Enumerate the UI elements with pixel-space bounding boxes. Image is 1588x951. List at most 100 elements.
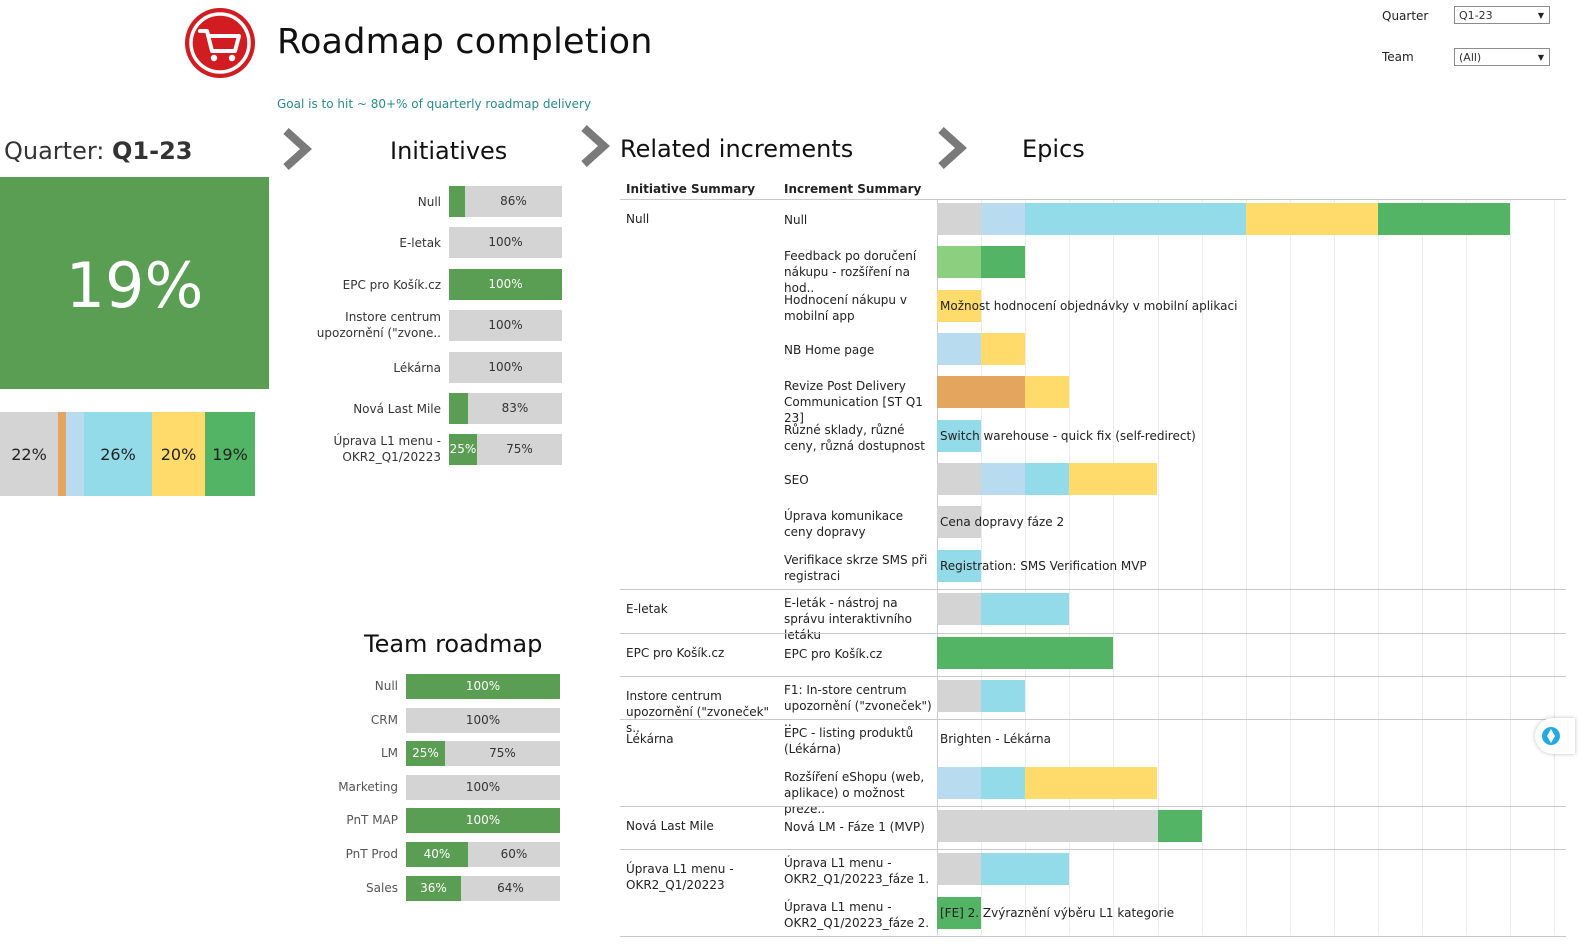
bar-remaining-label: 100% bbox=[449, 352, 562, 383]
bar-done: 100% bbox=[406, 674, 560, 699]
quarter-heading: Quarter: Q1-23 bbox=[4, 137, 192, 165]
epic-label: Cena dopravy fáze 2 bbox=[940, 515, 1065, 530]
chevron-down-icon: ▼ bbox=[1537, 11, 1544, 20]
bar-row-label: Lékárna bbox=[393, 360, 441, 375]
epic-segment bbox=[937, 679, 981, 712]
epic-segment bbox=[937, 203, 981, 235]
bar-row-label: E-letak bbox=[399, 236, 441, 251]
initiatives-title: Initiatives bbox=[390, 137, 508, 165]
initiative-cell: Instore centrum upozornění ("zvoneček" s… bbox=[626, 688, 770, 735]
related-increments-title: Related increments bbox=[620, 135, 854, 163]
team-filter-label: Team bbox=[1382, 50, 1414, 64]
increment-cell: Úprava L1 menu - OKR2_Q1/20223_fáze 2. bbox=[784, 899, 930, 930]
quarter-heading-label: Quarter: bbox=[4, 137, 113, 165]
column-header-initiative: Initiative Summary bbox=[626, 182, 756, 196]
bar-remaining-label: 75% bbox=[477, 434, 562, 465]
epic-label: Registration: SMS Verification MVP bbox=[940, 558, 1147, 573]
increment-cell: EPC - listing produktů (Lékárna) bbox=[784, 726, 914, 757]
bar-row-label: Nová Last Mile bbox=[353, 402, 441, 416]
bar-remaining-text: 83% bbox=[501, 401, 529, 415]
epic-label: [FE] 2. Zvýraznění výběru L1 kategorie bbox=[940, 905, 1175, 920]
bar-track bbox=[449, 227, 562, 259]
breakdown-segment-label: 20% bbox=[160, 445, 197, 464]
epic-segment bbox=[1069, 463, 1157, 496]
group-divider bbox=[620, 936, 1566, 937]
page-subtitle: Goal is to hit ~ 80+% of quarterly roadm… bbox=[277, 97, 592, 111]
bar-remaining-text: 60% bbox=[500, 847, 528, 861]
breakdown-segment-label: 22% bbox=[11, 445, 47, 464]
page-title: Roadmap completion bbox=[277, 22, 653, 62]
quarter-filter-select[interactable]: Q1-23 ▼ bbox=[1454, 6, 1550, 24]
bar-row-label: Null bbox=[374, 679, 398, 693]
bar-row-label: Úprava L1 menu - OKR2_Q1/20223 bbox=[333, 434, 441, 465]
bar-done: 36% bbox=[406, 875, 461, 901]
epic-segment bbox=[981, 593, 1069, 626]
bar-done: 25% bbox=[406, 741, 445, 767]
group-divider bbox=[620, 676, 1566, 677]
bar-done-label: 36% bbox=[420, 880, 447, 895]
bar-row-label: EPC pro Košík.cz bbox=[342, 277, 441, 292]
team-filter-select[interactable]: (All) ▼ bbox=[1454, 48, 1550, 66]
bar-row-label: Null bbox=[417, 195, 441, 209]
team-filter-value: (All) bbox=[1459, 51, 1482, 64]
epics-title: Epics bbox=[1022, 135, 1085, 163]
increment-cell: NB Home page bbox=[784, 343, 875, 358]
bar-row-label: Instore centrum upozornění ("zvone.. bbox=[316, 310, 441, 341]
quarter-filter-value: Q1-23 bbox=[1459, 9, 1493, 22]
epic-gridline bbox=[1202, 200, 1203, 935]
epic-segment bbox=[937, 376, 1025, 409]
group-divider bbox=[620, 633, 1566, 634]
bar-remaining-label: 100% bbox=[449, 227, 562, 258]
bar-row-label: PnT Prod bbox=[345, 847, 398, 861]
increment-cell: Null bbox=[784, 213, 808, 227]
completion-kpi-tile: 19% bbox=[0, 177, 269, 389]
epic-segment bbox=[1025, 376, 1069, 409]
initiative-cell: Nová Last Mile bbox=[626, 818, 714, 833]
table-header-divider bbox=[620, 199, 1566, 200]
chevron-right-icon bbox=[578, 124, 614, 168]
epic-segment bbox=[937, 636, 1113, 669]
epic-segment bbox=[937, 809, 1158, 842]
breakdown-segment bbox=[58, 412, 66, 496]
breakdown-segment bbox=[66, 412, 84, 496]
chevron-right-icon bbox=[935, 126, 971, 170]
breakdown-segment-label: 26% bbox=[100, 445, 136, 464]
epic-segment bbox=[937, 246, 981, 279]
epic-gridline bbox=[1466, 200, 1467, 935]
epic-segment bbox=[937, 289, 981, 322]
bar-done: 25% bbox=[449, 434, 477, 466]
column-header-increment: Increment Summary bbox=[784, 182, 922, 196]
increment-cell: Nová LM - Fáze 1 (MVP) bbox=[784, 819, 925, 834]
increment-cell: E-leták - nástroj na správu interaktivní… bbox=[784, 596, 912, 643]
epic-gridline bbox=[981, 200, 982, 935]
epic-segment bbox=[1025, 203, 1246, 235]
team-roadmap-title: Team roadmap bbox=[364, 630, 543, 658]
bar-remaining-text: 64% bbox=[497, 880, 524, 895]
epic-segment bbox=[981, 766, 1025, 799]
bar-remaining-label: 83% bbox=[468, 393, 562, 424]
initiative-cell: EPC pro Košík.cz bbox=[626, 645, 725, 660]
initiative-cell: E-letak bbox=[626, 602, 668, 617]
increment-cell: SEO bbox=[784, 473, 809, 488]
group-divider bbox=[620, 589, 1566, 590]
bar-remaining-label: 86% bbox=[465, 186, 562, 217]
bar-remaining-label: 100% bbox=[406, 775, 560, 800]
bar-done-label: 40% bbox=[423, 847, 451, 861]
bar-track bbox=[449, 186, 562, 217]
epic-segment bbox=[1025, 463, 1069, 496]
bar-done-label: 25% bbox=[449, 442, 477, 457]
increment-cell: Hodnocení nákupu v mobilní app bbox=[784, 292, 907, 323]
epic-segment bbox=[981, 203, 1025, 235]
completion-kpi-value: 19% bbox=[65, 249, 204, 322]
bar-row-label: Marketing bbox=[338, 779, 398, 794]
shopping-cart-icon bbox=[185, 8, 255, 78]
epic-gridline bbox=[1554, 200, 1555, 935]
epic-segment bbox=[1246, 203, 1378, 235]
assistant-button[interactable] bbox=[1535, 718, 1575, 754]
bar-done bbox=[449, 186, 465, 217]
epic-segment bbox=[1378, 203, 1510, 235]
group-divider bbox=[620, 806, 1566, 807]
bar-remaining-label: 100% bbox=[449, 310, 562, 341]
bar-row-label: CRM bbox=[370, 712, 398, 727]
epic-gridline bbox=[1334, 200, 1335, 935]
